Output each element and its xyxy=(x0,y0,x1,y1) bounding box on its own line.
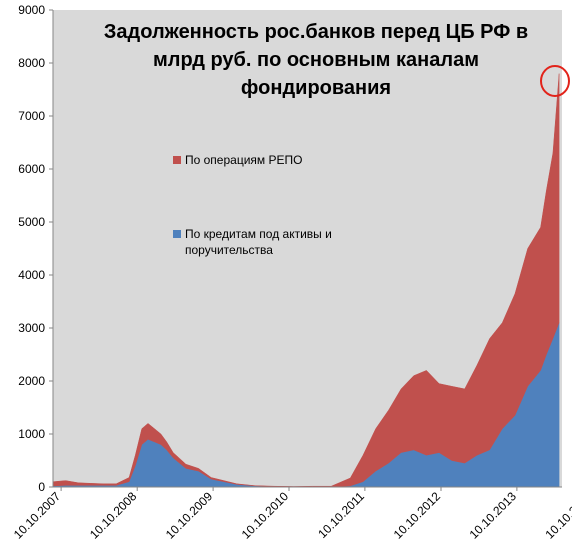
chart-title-line-2: млрд руб. по основным каналам xyxy=(153,49,479,71)
y-tick-label: 6000 xyxy=(18,162,45,176)
chart-title-line-3: фондирования xyxy=(241,77,391,99)
legend-label-credits-line-2: поручительства xyxy=(185,243,273,257)
x-tick-label: 10.10.2009 xyxy=(163,489,216,542)
highlight-circle xyxy=(540,65,570,97)
y-tick-label: 2000 xyxy=(18,374,45,388)
x-tick-label: 10.10.2010 xyxy=(239,489,292,542)
x-ticks: 10.10.2007 10.10.2008 10.10.2009 10.10.2010… xyxy=(11,487,572,542)
chart-title-line-1: Задолженность рос.банков перед ЦБ РФ в xyxy=(104,21,528,43)
y-tick-label: 3000 xyxy=(18,321,45,335)
x-tick-label: 10.10.2007 xyxy=(11,489,64,542)
x-tick-label: 10.10.2012 xyxy=(391,489,444,542)
y-tick-label: 1000 xyxy=(18,427,45,441)
y-tick-label: 9000 xyxy=(18,3,45,17)
legend-swatch-repo xyxy=(173,156,181,164)
y-tick-label: 7000 xyxy=(18,109,45,123)
legend-label-repo: По операциям РЕПО xyxy=(185,153,302,167)
y-ticks: 0 1000 2000 3000 4000 5000 6000 7000 8000 9000 xyxy=(18,3,53,494)
legend: По операциям РЕПО По кредитам под активы… xyxy=(173,153,335,257)
legend-label-credits-line-1: По кредитам под активы и xyxy=(185,227,332,241)
x-tick-label: 10.10.2011 xyxy=(315,489,367,541)
series-area-1 xyxy=(52,73,560,487)
x-tick-label: 10.10.2008 xyxy=(87,489,140,542)
x-tick-label: 10.10.2014 xyxy=(543,489,572,542)
x-tick-label: 10.10.2013 xyxy=(467,489,520,542)
legend-swatch-credits xyxy=(173,230,181,238)
y-tick-label: 4000 xyxy=(18,268,45,282)
y-tick-label: 0 xyxy=(38,480,45,494)
y-tick-label: 8000 xyxy=(18,56,45,70)
y-tick-label: 5000 xyxy=(18,215,45,229)
legend-label-credits: По кредитам под активы и поручительства xyxy=(185,227,335,257)
